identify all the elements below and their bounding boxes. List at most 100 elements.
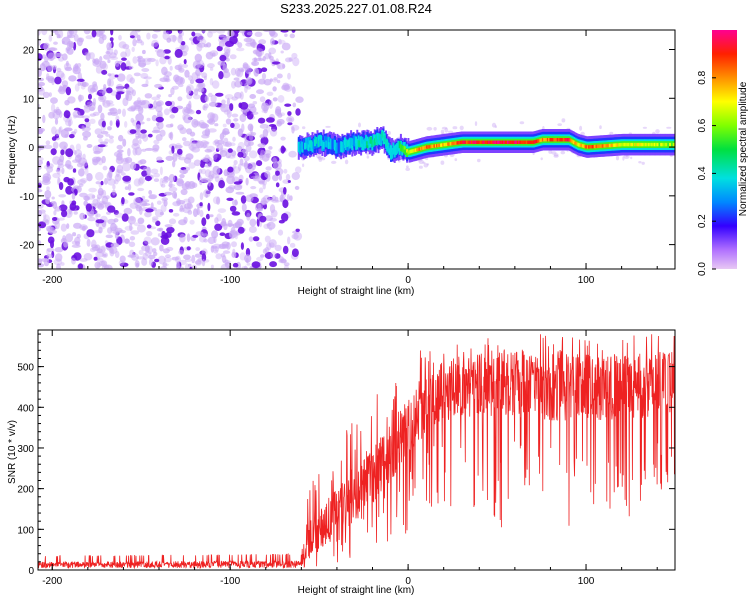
signal-cell: [598, 144, 600, 148]
signal-cell: [666, 141, 669, 148]
signal-cell: [327, 142, 330, 149]
noise-speckle: [286, 116, 295, 123]
noise-speckle: [295, 108, 301, 116]
noise-speckle: [177, 96, 183, 102]
noise-speckle: [183, 254, 191, 260]
noise-speckle: [245, 257, 249, 264]
signal-cell: [386, 139, 389, 147]
noise-speckle: [150, 237, 160, 246]
noise-speckle: [252, 39, 256, 49]
signal-cell: [361, 137, 364, 144]
noise-speckle: [77, 94, 84, 102]
noise-speckle: [156, 101, 162, 107]
noise-speckle: [249, 218, 257, 227]
noise-speckle: [223, 223, 228, 231]
noise-speckle: [193, 159, 201, 167]
noise-speckle: [107, 73, 112, 77]
noise-speckle: [273, 77, 278, 81]
noise-speckle: [176, 266, 185, 269]
signal-cell: [309, 140, 311, 148]
signal-cell: [646, 142, 649, 147]
signal-cell: [428, 145, 431, 149]
noise-speckle: [144, 175, 152, 182]
noise-speckle: [192, 234, 199, 238]
noise-speckle: [118, 134, 124, 142]
signal-cell: [439, 143, 442, 147]
track-speckle: [560, 150, 566, 155]
signal-cell: [429, 144, 432, 149]
noise-speckle: [182, 114, 186, 121]
signal-cell: [504, 140, 507, 144]
noise-speckle: [231, 251, 237, 258]
noise-speckle: [261, 67, 268, 72]
noise-speckle: [60, 223, 67, 232]
noise-speckle: [239, 158, 244, 166]
noise-speckle: [223, 68, 229, 74]
y-tick-label: 300: [17, 444, 34, 455]
noise-speckle: [168, 34, 178, 42]
noise-speckle: [51, 196, 55, 200]
signal-cell: [576, 142, 579, 147]
signal-cell: [635, 142, 638, 147]
noise-speckle: [38, 182, 42, 189]
noise-speckle: [280, 136, 286, 141]
noise-speckle: [239, 102, 249, 110]
noise-speckle: [214, 176, 220, 183]
noise-speckle: [181, 202, 187, 210]
signal-cell: [510, 140, 513, 144]
signal-cell: [492, 140, 495, 144]
noise-speckle: [139, 159, 147, 165]
signal-cell: [372, 134, 375, 145]
noise-speckle: [244, 85, 248, 93]
noise-speckle: [291, 172, 300, 181]
noise-speckle: [140, 72, 149, 79]
noise-speckle: [162, 248, 170, 254]
signal-cell: [398, 144, 401, 155]
noise-speckle: [229, 103, 234, 112]
noise-speckle: [114, 60, 120, 67]
signal-cell: [401, 144, 404, 152]
noise-speckle: [291, 30, 296, 33]
colorbar-label: Normalized spectral amplitude: [738, 81, 749, 216]
noise-speckle: [183, 157, 192, 164]
noise-speckle: [246, 31, 253, 36]
noise-speckle: [53, 210, 57, 216]
noise-speckle: [174, 144, 183, 149]
noise-speckle: [235, 191, 245, 195]
noise-speckle: [203, 105, 208, 111]
noise-speckle: [38, 157, 44, 162]
noise-speckle: [274, 244, 282, 252]
noise-speckle: [156, 228, 162, 232]
noise-speckle: [287, 72, 291, 80]
noise-speckle: [66, 40, 75, 49]
noise-speckle: [56, 34, 61, 39]
signal-cell: [393, 145, 396, 153]
noise-speckle: [45, 140, 51, 145]
noise-speckle: [80, 178, 88, 183]
noise-speckle: [72, 159, 81, 164]
noise-speckle: [41, 60, 50, 68]
signal-cell: [322, 142, 325, 149]
noise-speckle: [60, 262, 65, 266]
track-speckle: [454, 158, 458, 162]
noise-speckle: [203, 141, 210, 145]
track-speckle: [561, 118, 566, 123]
signal-cell: [472, 140, 475, 144]
noise-speckle: [155, 116, 164, 123]
noise-speckle: [143, 76, 152, 80]
signal-cell: [595, 144, 598, 149]
noise-speckle: [213, 236, 217, 244]
signal-cell: [413, 148, 416, 153]
noise-speckle: [206, 145, 215, 153]
noise-speckle: [186, 233, 191, 243]
noise-speckle: [152, 248, 157, 253]
noise-speckle: [86, 101, 95, 106]
noise-speckle: [88, 93, 92, 100]
noise-speckle: [231, 241, 237, 248]
signal-cell: [637, 142, 640, 147]
signal-cell: [670, 141, 673, 148]
signal-cell: [424, 145, 427, 149]
noise-speckle: [148, 190, 153, 195]
noise-speckle: [219, 150, 228, 157]
x-tick-label: 100: [578, 275, 595, 286]
